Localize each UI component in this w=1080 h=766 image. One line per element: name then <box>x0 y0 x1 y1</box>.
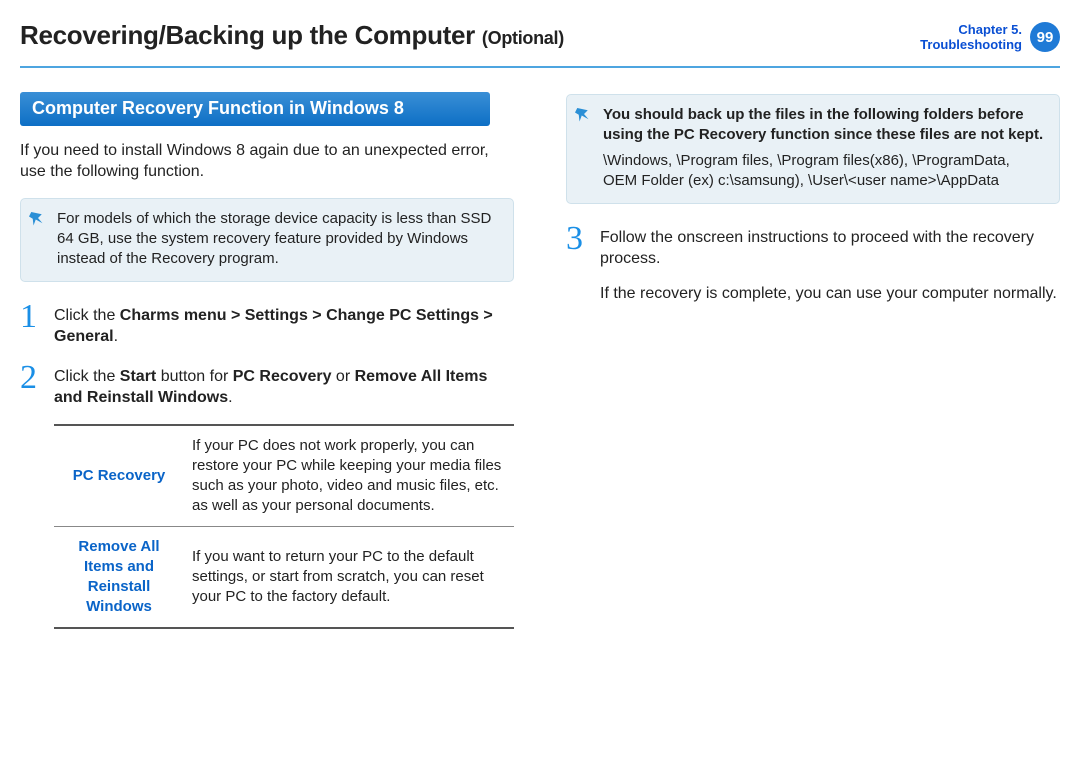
title-main: Recovering/Backing up the Computer <box>20 20 475 50</box>
step-1: 1 Click the Charms menu > Settings > Cha… <box>20 302 514 347</box>
manual-page: Recovering/Backing up the Computer (Opti… <box>0 0 1080 766</box>
note-icon <box>575 105 593 123</box>
s2c: button for <box>156 368 233 385</box>
backup-note-body: \Windows, \Program files, \Program files… <box>603 151 1045 191</box>
table-row: PC Recovery If your PC does not work pro… <box>54 425 514 527</box>
page-title: Recovering/Backing up the Computer (Opti… <box>20 20 564 51</box>
section-heading: Computer Recovery Function in Windows 8 <box>20 92 490 126</box>
chapter-label: Chapter 5. Troubleshooting <box>920 22 1022 52</box>
s2e: or <box>331 368 354 385</box>
note-icon <box>29 209 47 227</box>
step-number: 2 <box>20 363 54 408</box>
step-3-body: Follow the onscreen instructions to proc… <box>600 224 1060 304</box>
left-column: Computer Recovery Function in Windows 8 … <box>20 92 514 629</box>
chapter-line2: Troubleshooting <box>920 37 1022 52</box>
table-row: Remove All Items and Reinstall Windows I… <box>54 527 514 629</box>
note-text: For models of which the storage device c… <box>57 210 491 267</box>
recovery-options-table: PC Recovery If your PC does not work pro… <box>54 424 514 629</box>
step1-prefix: Click the <box>54 307 120 324</box>
page-header: Recovering/Backing up the Computer (Opti… <box>20 20 1060 68</box>
option-label: Remove All Items and Reinstall Windows <box>54 527 184 629</box>
note-box-backup: You should back up the files in the foll… <box>566 94 1060 204</box>
option-label: PC Recovery <box>54 425 184 527</box>
step-2: 2 Click the Start button for PC Recovery… <box>20 363 514 408</box>
s2a: Click the <box>54 368 120 385</box>
title-optional: (Optional) <box>482 28 564 48</box>
option-desc: If you want to return your PC to the def… <box>184 527 514 629</box>
s2b: Start <box>120 368 156 385</box>
step-number: 1 <box>20 302 54 347</box>
step-number: 3 <box>566 224 600 304</box>
backup-note-bold: You should back up the files in the foll… <box>603 106 1043 143</box>
step1-bold: Charms menu > Settings > Change PC Setti… <box>54 307 493 345</box>
chapter-block: Chapter 5. Troubleshooting 99 <box>920 22 1060 52</box>
option-desc: If your PC does not work properly, you c… <box>184 425 514 527</box>
s2g: . <box>228 389 232 406</box>
step-3: 3 Follow the onscreen instructions to pr… <box>566 224 1060 304</box>
chapter-line1: Chapter 5. <box>920 22 1022 37</box>
s2d: PC Recovery <box>233 368 332 385</box>
step1-suffix: . <box>114 328 118 345</box>
step-1-body: Click the Charms menu > Settings > Chang… <box>54 302 514 347</box>
step3-text2: If the recovery is complete, you can use… <box>600 283 1060 304</box>
step-2-body: Click the Start button for PC Recovery o… <box>54 363 514 408</box>
intro-paragraph: If you need to install Windows 8 again d… <box>20 140 514 182</box>
right-column: You should back up the files in the foll… <box>566 92 1060 629</box>
step3-text: Follow the onscreen instructions to proc… <box>600 229 1034 267</box>
note-box-ssd: For models of which the storage device c… <box>20 198 514 282</box>
content-columns: Computer Recovery Function in Windows 8 … <box>20 92 1060 629</box>
page-number-badge: 99 <box>1030 22 1060 52</box>
